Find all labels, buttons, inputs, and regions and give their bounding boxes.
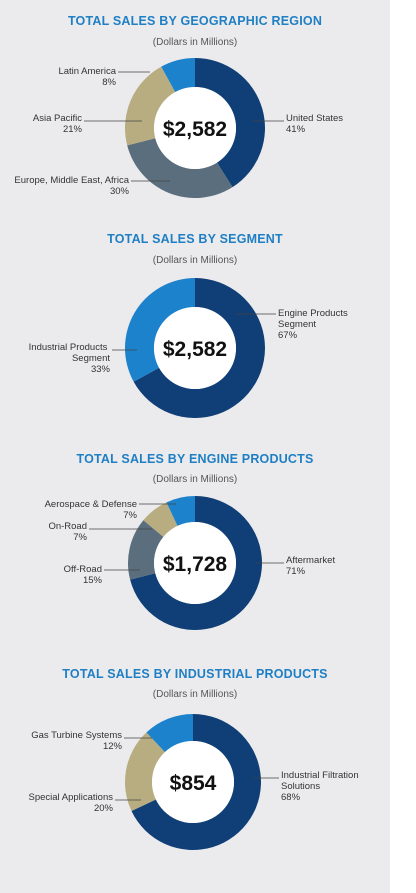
donut-chart: $2,582 Engine Products Segment 67% Indus… <box>29 278 350 419</box>
slice-value-aerospace-defense: 7% <box>123 510 137 521</box>
donut-slice-engine-products-segment <box>133 278 266 419</box>
donut-hole <box>154 307 236 389</box>
slice-label-latin-america: Latin America <box>58 66 116 77</box>
slice-label-aerospace-defense: Aerospace & Defense <box>45 499 137 510</box>
slice-label-engine-products: Engine Products Segment <box>278 308 350 330</box>
donut-hole <box>154 522 236 604</box>
label-line-1: Industrial Products <box>29 342 108 353</box>
donut-hole <box>152 741 234 823</box>
label-line-2: Solutions <box>281 781 320 792</box>
donut-chart: $854 Industrial Filtration Solutions 68%… <box>29 714 361 850</box>
donut-slice-aftermarket <box>130 496 262 630</box>
slice-label-industrial-filtration: Industrial Filtration Solutions <box>281 770 361 792</box>
slice-value-industrial-filtration: 68% <box>281 792 301 803</box>
label-line-2: Segment <box>278 319 316 330</box>
donut-slices <box>125 278 266 419</box>
donut-slice-off-road <box>128 520 164 580</box>
slice-value-asia-pacific: 21% <box>63 124 83 135</box>
chart-title: TOTAL SALES BY ENGINE PRODUCTS <box>76 452 314 466</box>
slice-value-latin-america: 8% <box>102 77 116 88</box>
chart-title: TOTAL SALES BY SEGMENT <box>107 232 283 246</box>
donut-chart: $2,582 United States 41% Europe, Middle … <box>14 58 343 198</box>
donut-hole <box>154 87 236 169</box>
slice-value-industrial-products: 33% <box>91 364 111 375</box>
slice-value-gas-turbine: 12% <box>103 741 123 752</box>
slice-value-special-applications: 20% <box>94 803 114 814</box>
slice-value-on-road: 7% <box>73 532 87 543</box>
slice-value-engine-products: 67% <box>278 330 298 341</box>
label-line-1: Engine Products <box>278 308 348 319</box>
slice-label-industrial-products: Industrial Products Segment <box>29 342 111 364</box>
slice-value-aftermarket: 71% <box>286 566 306 577</box>
center-total: $1,728 <box>163 553 228 576</box>
chart-subtitle: (Dollars in Millions) <box>152 37 238 48</box>
label-line-2: Segment <box>72 353 110 364</box>
center-total: $2,582 <box>163 338 227 361</box>
donut-slice-united-states <box>195 58 265 188</box>
slice-label-asia-pacific: Asia Pacific <box>33 113 82 124</box>
slice-value-united-states: 41% <box>286 124 306 135</box>
slice-label-aftermarket: Aftermarket <box>286 555 335 566</box>
donut-slice-aerospace-defense <box>166 496 195 526</box>
slice-label-gas-turbine: Gas Turbine Systems <box>31 730 122 741</box>
donut-chart: $1,728 Aftermarket 71% Off-Road 15% On-R… <box>45 496 335 630</box>
chart-subtitle: (Dollars in Millions) <box>152 689 238 700</box>
charts-panel: TOTAL SALES BY GEOGRAPHIC REGION (Dollar… <box>0 0 390 893</box>
slice-value-off-road: 15% <box>83 575 103 586</box>
donut-slice-europe-middle-east-africa <box>127 138 233 198</box>
chart-title: TOTAL SALES BY GEOGRAPHIC REGION <box>67 14 323 28</box>
donut-slices <box>128 496 262 630</box>
donut-slice-special-applications <box>124 732 165 811</box>
label-line-1: Industrial Filtration <box>281 770 359 781</box>
donut-slice-asia-pacific <box>124 66 176 146</box>
slice-label-special-applications: Special Applications <box>29 792 114 803</box>
donut-slice-industrial-filtration-solutions <box>131 714 261 850</box>
slice-label-emea: Europe, Middle East, Africa <box>14 175 129 186</box>
donut-slice-on-road <box>143 502 178 537</box>
donut-slice-gas-turbine-systems <box>146 714 193 753</box>
chart-subtitle: (Dollars in Millions) <box>152 474 238 485</box>
chart-title: TOTAL SALES BY INDUSTRIAL PRODUCTS <box>62 667 328 681</box>
slice-label-off-road: Off-Road <box>64 564 102 575</box>
donut-slice-industrial-products-segment <box>125 278 195 382</box>
donut-slices <box>124 714 261 850</box>
slice-value-emea: 30% <box>110 186 130 197</box>
slice-label-on-road: On-Road <box>48 521 87 532</box>
center-total: $2,582 <box>163 118 227 141</box>
chart-subtitle: (Dollars in Millions) <box>152 255 238 266</box>
donut-slice-latin-america <box>161 58 195 93</box>
slice-label-united-states: United States <box>286 113 343 124</box>
center-total: $854 <box>170 772 217 795</box>
donut-slices <box>124 58 265 198</box>
